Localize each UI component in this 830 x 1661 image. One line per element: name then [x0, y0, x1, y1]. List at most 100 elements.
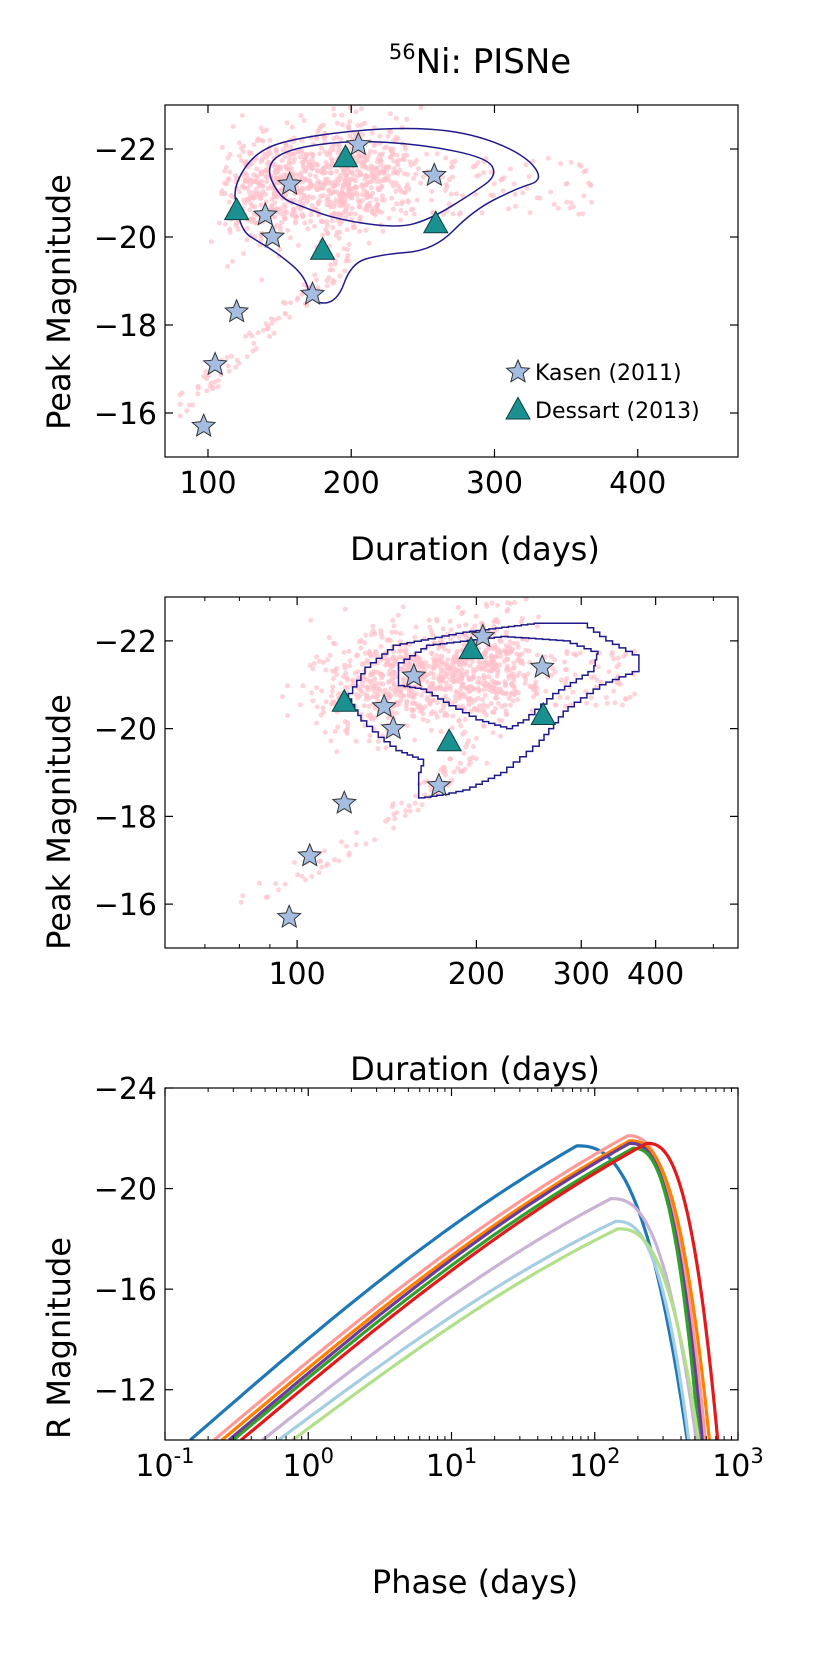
sim-point	[473, 735, 479, 741]
sim-point	[434, 700, 440, 706]
sim-point	[576, 211, 582, 217]
sim-point	[450, 174, 455, 180]
sim-point	[253, 173, 259, 179]
sim-point	[603, 695, 609, 700]
sim-point	[481, 682, 487, 687]
sim-point	[292, 860, 297, 865]
sim-point	[304, 165, 310, 170]
sim-point	[595, 664, 601, 670]
sim-point	[282, 311, 288, 316]
sim-point	[363, 155, 369, 161]
sim-point	[507, 601, 513, 607]
sim-point	[588, 183, 594, 189]
sim-point	[495, 646, 501, 652]
sim-point	[295, 243, 301, 248]
sim-point	[310, 151, 316, 157]
sim-point	[511, 664, 517, 670]
sim-point	[354, 192, 360, 198]
sim-point	[567, 205, 573, 211]
sim-point	[543, 688, 549, 694]
sim-point	[553, 702, 559, 708]
sim-point	[390, 137, 396, 143]
sim-point	[288, 300, 294, 306]
sim-point	[287, 314, 293, 320]
sim-point	[321, 219, 326, 225]
sim-point	[443, 182, 449, 187]
sim-point	[588, 659, 594, 665]
sim-point	[411, 692, 417, 698]
sim-point	[247, 207, 253, 213]
sim-point	[403, 703, 409, 708]
sim-point	[177, 392, 183, 398]
sim-point	[581, 193, 587, 199]
sim-point	[428, 197, 434, 203]
sim-point	[350, 677, 355, 683]
sim-point	[320, 705, 326, 711]
sim-point	[420, 716, 426, 722]
sim-point	[406, 687, 412, 693]
x-tick-exponent: 2	[607, 1444, 620, 1468]
sim-point	[545, 155, 551, 161]
sim-point	[345, 123, 351, 129]
sim-point	[461, 642, 467, 647]
sim-point	[401, 157, 407, 162]
sim-point	[308, 617, 314, 623]
sim-point	[412, 658, 418, 664]
sim-point	[431, 665, 437, 671]
sim-point	[463, 622, 469, 628]
sim-point	[282, 154, 288, 160]
sim-point	[334, 120, 340, 126]
sim-point	[235, 226, 241, 232]
sim-point	[347, 663, 353, 669]
sim-point	[350, 225, 356, 231]
sim-point	[328, 190, 334, 196]
sim-point	[463, 661, 469, 667]
sim-point	[419, 802, 425, 808]
sim-point	[203, 369, 209, 375]
sim-point	[252, 178, 258, 184]
sim-point	[494, 673, 500, 679]
sim-point	[591, 674, 597, 680]
sim-point	[255, 136, 261, 142]
sim-point	[445, 697, 451, 703]
sim-point	[555, 205, 561, 211]
sim-point	[363, 632, 369, 638]
sim-point	[355, 652, 360, 658]
sim-point	[201, 373, 207, 379]
sim-point	[227, 152, 233, 157]
sim-point	[390, 617, 396, 623]
sim-point	[341, 167, 347, 173]
sim-point	[563, 680, 569, 686]
sim-point	[320, 185, 326, 191]
sim-point	[254, 166, 260, 172]
sim-point	[359, 192, 365, 198]
sim-point	[611, 656, 617, 662]
sim-point	[467, 696, 473, 702]
sim-point	[523, 597, 529, 602]
sim-point	[407, 808, 413, 814]
sim-point	[314, 720, 320, 726]
sim-point	[315, 200, 321, 205]
sim-point	[421, 779, 427, 785]
sim-point	[298, 206, 303, 212]
sim-point	[286, 167, 292, 173]
sim-point	[360, 132, 365, 137]
sim-point	[271, 330, 277, 336]
sim-point	[225, 155, 231, 161]
sim-point	[335, 150, 341, 156]
p1-xlabel: Duration (days)	[350, 530, 600, 568]
sim-point	[269, 203, 275, 209]
sim-point	[442, 646, 448, 652]
y-tick-label: −12	[94, 1374, 157, 1409]
sim-point	[468, 759, 473, 765]
sim-point	[239, 113, 245, 119]
dessart-2013-triangle	[223, 196, 250, 221]
sim-point	[452, 158, 458, 164]
sim-point	[611, 688, 617, 694]
sim-point	[323, 160, 329, 165]
sim-point	[474, 173, 480, 179]
sim-point	[374, 179, 380, 185]
sim-point	[564, 181, 570, 186]
sim-point	[477, 703, 483, 709]
sim-point	[327, 148, 333, 154]
